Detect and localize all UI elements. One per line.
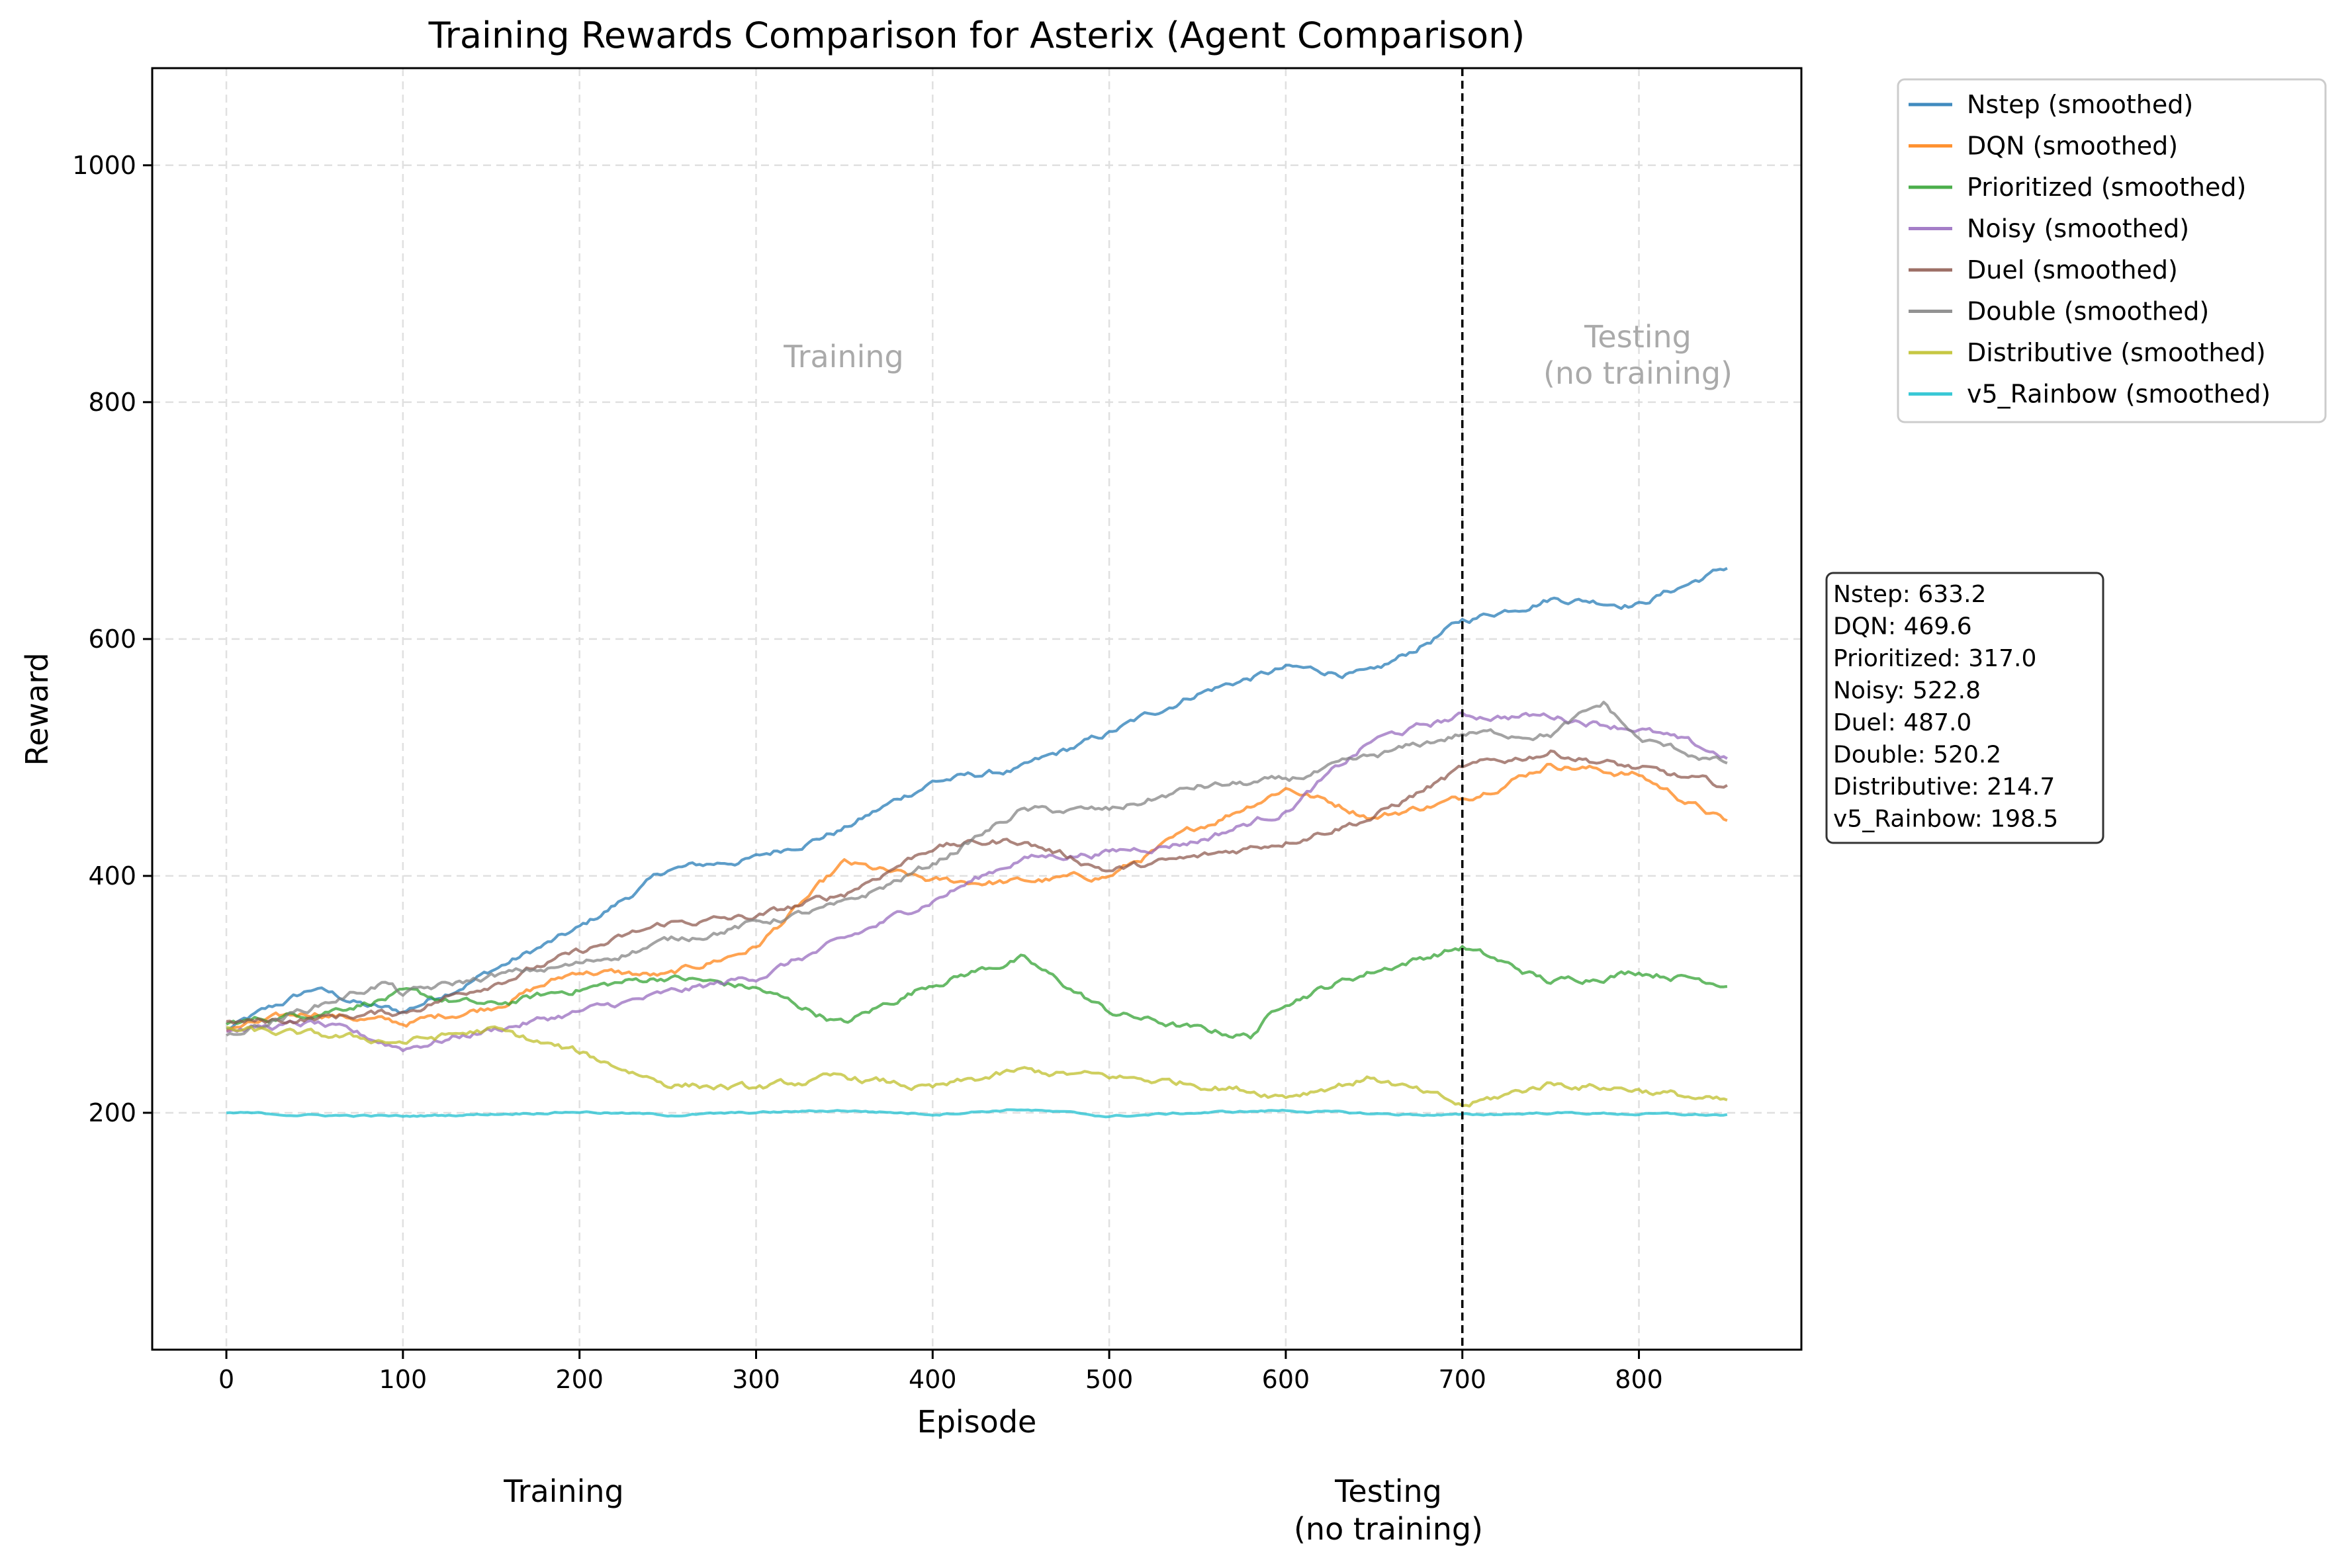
y-tick-label: 800 bbox=[88, 388, 136, 417]
x-tick-label: 600 bbox=[1262, 1365, 1310, 1394]
legend-entry: Noisy (smoothed) bbox=[1967, 214, 2189, 243]
region-label-testing-line1: Testing bbox=[1584, 319, 1692, 355]
summary-line: v5_Rainbow: 198.5 bbox=[1833, 806, 2058, 833]
series-line bbox=[226, 945, 1728, 1040]
tick-layer: 0 100 200 300 400 500 600 700 800 200 400 600 800 100… bbox=[72, 151, 1663, 1394]
legend-entry: Prioritized (smoothed) bbox=[1967, 173, 2246, 202]
region-label-testing-line2: (no training) bbox=[1543, 355, 1733, 391]
region-label-layer: Training Testing (no training) bbox=[783, 319, 1733, 391]
chart-title: Training Rewards Comparison for Asterix … bbox=[428, 15, 1525, 56]
summary-line: Nstep: 633.2 bbox=[1833, 581, 1986, 608]
legend-entry: DQN (smoothed) bbox=[1967, 132, 2178, 161]
summary-line: Duel: 487.0 bbox=[1833, 709, 1971, 736]
legend-entry: Nstep (smoothed) bbox=[1967, 90, 2193, 119]
series-layer bbox=[226, 567, 1728, 1119]
x-tick-label: 800 bbox=[1615, 1365, 1663, 1394]
x-tick-label: 100 bbox=[379, 1365, 428, 1394]
legend-entry: Duel (smoothed) bbox=[1967, 255, 2178, 284]
summary-line: Noisy: 522.8 bbox=[1833, 677, 1981, 705]
y-tick-label: 1000 bbox=[72, 151, 136, 180]
plot-frame bbox=[151, 67, 1803, 1351]
x-tick-label: 400 bbox=[909, 1365, 957, 1394]
summary-box: Nstep: 633.2 DQN: 469.6 Prioritized: 317.0… bbox=[1825, 572, 2104, 844]
x-tick-label: 0 bbox=[218, 1365, 234, 1394]
legend-entry: Distributive (smoothed) bbox=[1967, 338, 2266, 367]
x-tick-label: 300 bbox=[732, 1365, 780, 1394]
region-label-training: Training bbox=[783, 339, 904, 374]
x-tick-label: 700 bbox=[1438, 1365, 1486, 1394]
below-axis-label-testing-line2: (no training) bbox=[1294, 1511, 1483, 1547]
x-axis-label: Episode bbox=[917, 1404, 1037, 1440]
summary-frame bbox=[1825, 572, 2104, 844]
legend-entry: Double (smoothed) bbox=[1967, 297, 2209, 326]
legend-entry: v5_Rainbow (smoothed) bbox=[1967, 380, 2271, 409]
below-axis-label-testing-line1: Testing bbox=[1334, 1473, 1442, 1509]
summary-line: Double: 520.2 bbox=[1833, 742, 2001, 769]
summary-line: Prioritized: 317.0 bbox=[1833, 645, 2036, 672]
series-line bbox=[226, 711, 1728, 1053]
series-line bbox=[226, 1025, 1728, 1108]
summary-line: Distributive: 214.7 bbox=[1833, 773, 2055, 801]
y-tick-label: 400 bbox=[88, 861, 136, 891]
series-line bbox=[226, 701, 1728, 1037]
below-axis-label-training: Training bbox=[503, 1473, 624, 1509]
series-line bbox=[226, 762, 1728, 1033]
x-tick-label: 200 bbox=[555, 1365, 604, 1394]
y-axis-label: Reward bbox=[19, 652, 55, 765]
legend: Nstep (smoothed) DQN (smoothed) Prioritize… bbox=[1897, 78, 2327, 423]
y-tick-label: 200 bbox=[88, 1098, 136, 1127]
series-line bbox=[226, 567, 1728, 1031]
series-line bbox=[226, 749, 1728, 1025]
series-line bbox=[226, 1108, 1728, 1119]
y-tick-label: 600 bbox=[88, 625, 136, 654]
x-tick-label: 500 bbox=[1085, 1365, 1134, 1394]
summary-line: DQN: 469.6 bbox=[1833, 613, 1972, 640]
legend-frame bbox=[1897, 78, 2327, 423]
